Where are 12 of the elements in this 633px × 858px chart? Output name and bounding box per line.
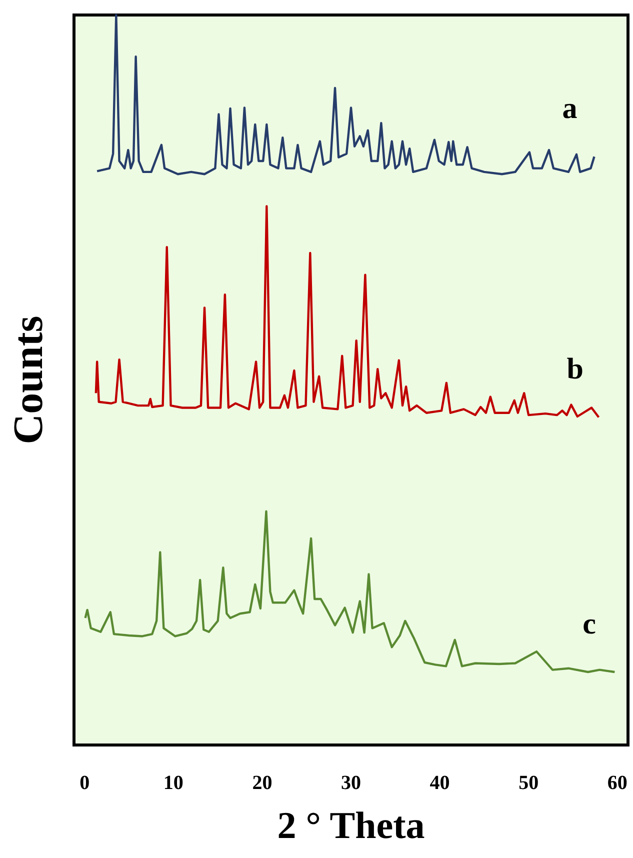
- x-tick-label: 0: [80, 772, 90, 794]
- x-tick-label: 40: [430, 772, 450, 794]
- series-label: c: [582, 608, 596, 640]
- x-tick-label: 20: [252, 772, 272, 794]
- x-tick-label: 30: [341, 772, 361, 794]
- y-axis-title: Counts: [6, 316, 52, 444]
- x-tick-label: 50: [518, 772, 539, 794]
- series-label: a: [562, 92, 578, 126]
- series-label: b: [566, 352, 584, 386]
- x-tick-label: 10: [163, 772, 184, 794]
- x-tick-label: 60: [607, 772, 628, 794]
- x-axis-title: 2 ° Theta: [277, 805, 425, 847]
